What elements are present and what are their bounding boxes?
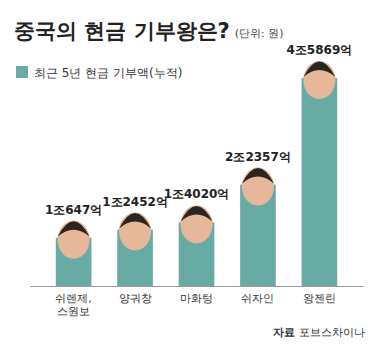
portrait	[242, 168, 274, 206]
tick: 쉬렌제,스원보	[55, 286, 92, 318]
subtitle: (단위: 원)	[235, 27, 284, 40]
tick-label: 양궈창	[119, 292, 152, 305]
data-label: 2조2357억	[225, 150, 291, 164]
hair	[303, 62, 335, 78]
tick: 양궈창	[119, 286, 152, 305]
data-label: 1조2452억	[102, 195, 168, 209]
hair	[242, 168, 274, 184]
portrait	[181, 205, 213, 243]
tick: 마화텅	[180, 286, 213, 305]
legend-label: 최근 5년 현금 기부액(누적)	[34, 66, 182, 80]
bar	[302, 78, 338, 286]
legend-swatch	[16, 66, 28, 78]
data-label: 1조647억	[45, 203, 102, 217]
axis-line	[31, 286, 364, 287]
data-label: 1조4020억	[164, 187, 230, 201]
tick-label: 왕젠린	[303, 292, 336, 305]
tick: 쉬자인	[241, 286, 274, 305]
portrait	[119, 213, 151, 251]
portrait	[303, 61, 335, 99]
face	[242, 168, 274, 206]
x-axis: 쉬렌제,스원보 양궈창 마화텅 쉬자인 왕젠린	[31, 286, 364, 318]
face	[303, 61, 335, 99]
tick-label: 쉬렌제,스원보	[55, 292, 92, 318]
source: 자료 포브스차이나	[273, 326, 365, 339]
face	[119, 213, 151, 251]
title: 중국의 현금 기부왕은?	[14, 19, 230, 43]
hair	[119, 213, 151, 229]
hair	[58, 221, 90, 237]
portraits	[58, 61, 336, 259]
chart: 중국의 현금 기부왕은?(단위: 원)최근 5년 현금 기부액(누적)1조647…	[0, 0, 383, 360]
portrait	[58, 221, 90, 259]
bars	[56, 78, 337, 286]
face	[181, 205, 213, 243]
data-labels: 1조647억1조2452억1조4020억 2조2357억 4조5869억	[45, 43, 352, 217]
tick-label: 쉬자인	[241, 292, 274, 305]
tick: 왕젠린	[303, 286, 336, 305]
tick-label: 마화텅	[180, 292, 213, 305]
hair	[181, 206, 213, 222]
data-label: 4조5869억	[287, 43, 353, 57]
face	[58, 221, 90, 259]
